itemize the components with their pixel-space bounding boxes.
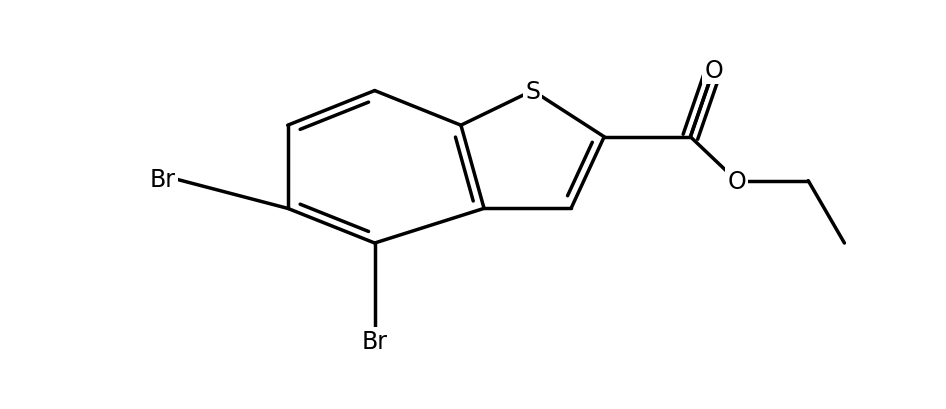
Text: O: O — [727, 169, 746, 193]
Text: Br: Br — [361, 329, 388, 353]
Text: Br: Br — [150, 168, 176, 192]
Text: S: S — [525, 79, 540, 103]
Text: O: O — [704, 58, 723, 83]
